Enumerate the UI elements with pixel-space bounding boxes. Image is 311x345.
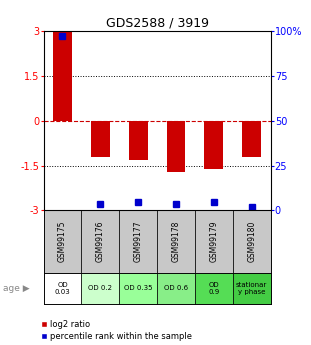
Bar [157, 273, 195, 304]
Text: GSM99177: GSM99177 [134, 221, 143, 262]
Text: stationar
y phase: stationar y phase [236, 282, 267, 295]
Text: GSM99179: GSM99179 [209, 221, 218, 262]
Bar [204, 121, 223, 169]
Text: age ▶: age ▶ [3, 284, 30, 293]
Bar [44, 210, 81, 273]
Bar [233, 273, 271, 304]
Text: OD 0.6: OD 0.6 [164, 285, 188, 291]
Bar [195, 210, 233, 273]
Title: GDS2588 / 3919: GDS2588 / 3919 [105, 17, 209, 30]
Text: OD 0.35: OD 0.35 [124, 285, 152, 291]
Legend: log2 ratio, percentile rank within the sample: log2 ratio, percentile rank within the s… [41, 321, 192, 341]
Text: OD
0.03: OD 0.03 [55, 282, 70, 295]
Bar [119, 210, 157, 273]
Text: GSM99176: GSM99176 [96, 221, 105, 262]
Text: GSM99178: GSM99178 [171, 221, 180, 262]
Bar [53, 31, 72, 121]
Text: GSM99180: GSM99180 [247, 221, 256, 262]
Bar [233, 210, 271, 273]
Bar [166, 121, 185, 171]
Bar [44, 273, 81, 304]
Text: GSM99175: GSM99175 [58, 221, 67, 262]
Bar [81, 273, 119, 304]
Bar [119, 273, 157, 304]
Bar [129, 121, 148, 160]
Bar [195, 273, 233, 304]
Bar [91, 121, 110, 157]
Text: OD
0.9: OD 0.9 [208, 282, 220, 295]
Text: OD 0.2: OD 0.2 [88, 285, 112, 291]
Bar [157, 210, 195, 273]
Bar [242, 121, 261, 157]
Bar [81, 210, 119, 273]
